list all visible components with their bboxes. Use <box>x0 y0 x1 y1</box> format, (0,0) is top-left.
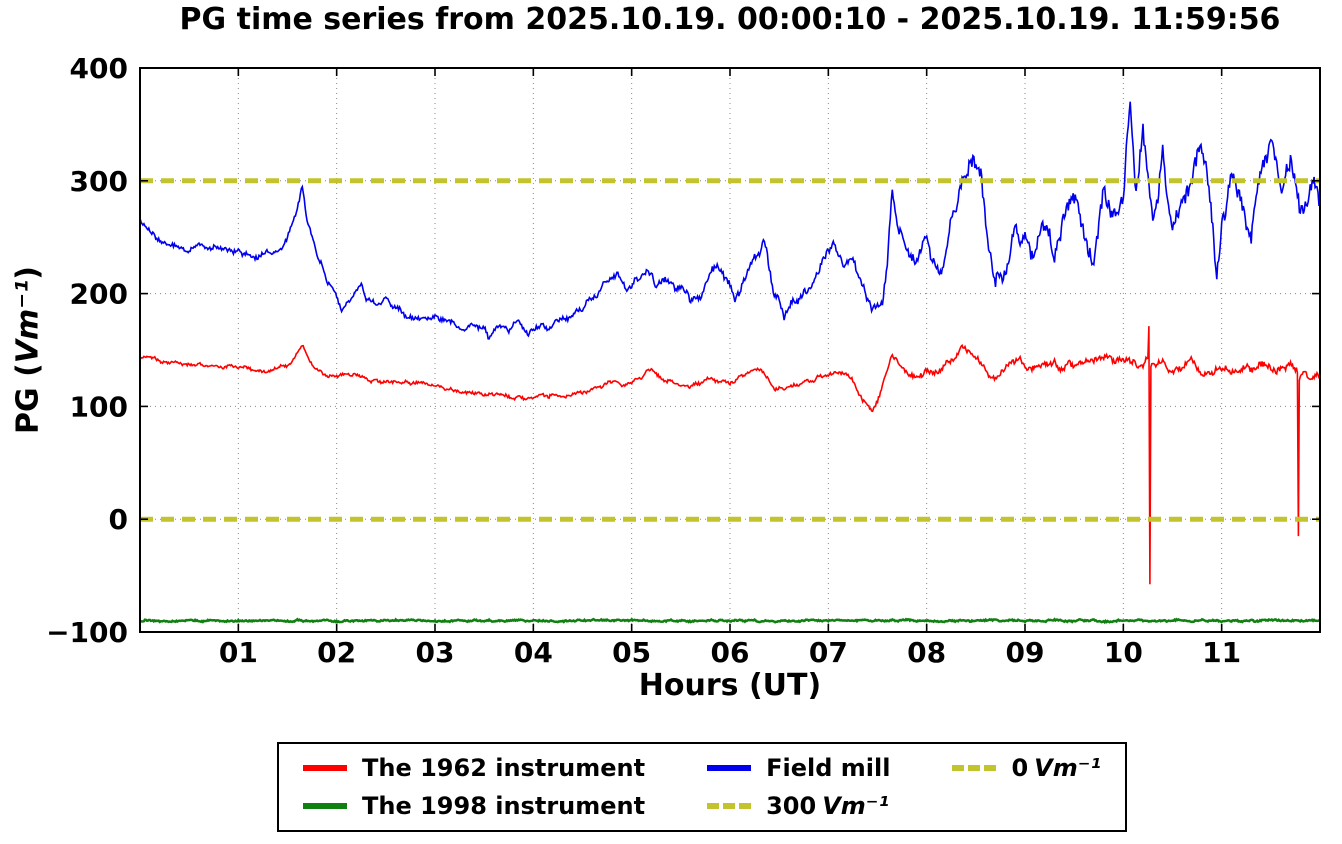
legend-swatch-solid <box>707 765 752 771</box>
y-tick-label: 200 <box>70 278 128 311</box>
x-tick-label: 03 <box>416 636 455 669</box>
legend-swatch-solid <box>303 803 347 809</box>
series-field-mill <box>140 101 1320 340</box>
x-tick-label: 08 <box>907 636 946 669</box>
x-tick-label: 01 <box>219 636 258 669</box>
legend-item-1998-instrument: The 1998 instrument <box>303 792 645 820</box>
y-tick-label: 300 <box>70 165 128 198</box>
x-tick-label: 06 <box>711 636 750 669</box>
plot-border <box>139 67 1321 633</box>
y-axis-unit: Vm⁻¹ <box>10 279 46 364</box>
x-tick-label: 04 <box>514 636 553 669</box>
series-1962-instrument <box>140 326 1320 585</box>
x-tick-label: 09 <box>1006 636 1045 669</box>
x-tick-label: 11 <box>1202 636 1241 669</box>
x-axis-label: Hours (UT) <box>638 668 822 703</box>
legend-label: Field mill <box>766 754 891 782</box>
series-1998-instrument <box>140 617 1320 625</box>
legend-item-300-line: 300 Vm⁻¹ <box>707 792 890 820</box>
legend-item-1962-instrument: The 1962 instrument <box>303 754 645 782</box>
y-tick-label: 0 <box>109 503 128 536</box>
legend-swatch-dashed <box>952 765 997 771</box>
legend-label: 300 Vm⁻¹ <box>766 792 889 820</box>
x-tick-label: 02 <box>317 636 356 669</box>
legend-label: 0 Vm⁻¹ <box>1011 754 1101 782</box>
legend: The 1962 instrument The 1998 instrument Fi… <box>277 742 1127 832</box>
y-tick-label: −100 <box>46 616 128 649</box>
y-axis-label: PG (Vm⁻¹) <box>10 266 46 434</box>
legend-swatch-solid <box>303 765 347 771</box>
y-tick-label: 400 <box>70 52 128 85</box>
chart-title: PG time series from 2025.10.19. 00:00:10… <box>179 2 1281 37</box>
x-tick-label: 07 <box>809 636 848 669</box>
x-tick-label: 05 <box>612 636 651 669</box>
series-group <box>140 101 1320 625</box>
legend-label: The 1962 instrument <box>362 754 646 782</box>
legend-item-0-line: 0 Vm⁻¹ <box>952 754 1101 782</box>
legend-label: The 1998 instrument <box>362 792 646 820</box>
x-tick-label: 10 <box>1104 636 1143 669</box>
y-tick-label: 100 <box>70 390 128 423</box>
legend-item-field-mill: Field mill <box>707 754 890 782</box>
legend-swatch-dashed <box>707 803 752 809</box>
